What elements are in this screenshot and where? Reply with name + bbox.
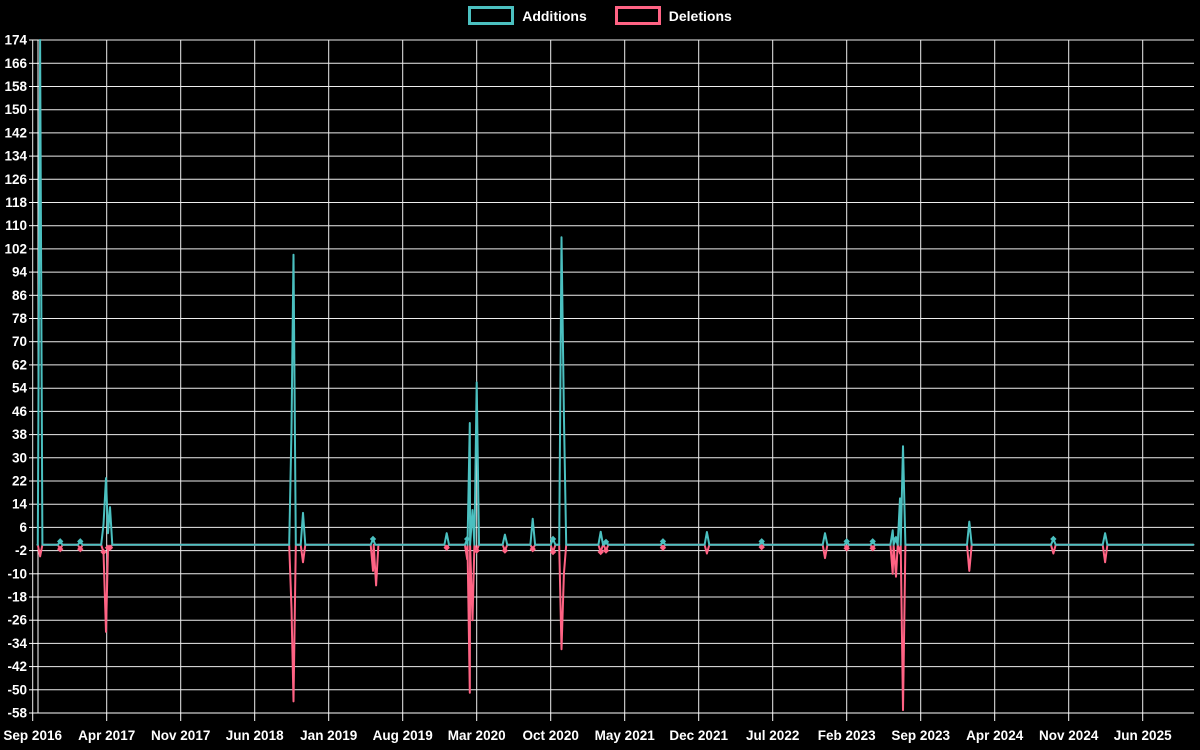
- deletions-point-marker: [77, 545, 84, 553]
- x-axis-tick-label: Dec 2021: [669, 728, 728, 743]
- deletions-point-marker: [529, 545, 536, 553]
- x-axis-tick-label: Oct 2020: [523, 728, 579, 743]
- deletions-point-marker: [869, 545, 876, 552]
- additions-point-marker: [602, 538, 610, 546]
- y-axis-tick-label: 174: [4, 33, 27, 48]
- deletions-point-marker: [843, 545, 850, 552]
- y-axis-tick-label: 14: [12, 497, 28, 512]
- deletions-point-marker: [473, 547, 480, 554]
- y-axis-tick-label: 30: [12, 450, 27, 465]
- additions-point-marker: [369, 535, 377, 543]
- y-axis-tick-label: 38: [12, 427, 28, 442]
- deletions-point-marker: [758, 543, 765, 551]
- additions-point-marker: [659, 538, 667, 545]
- y-axis-tick-label: 22: [12, 474, 27, 489]
- x-axis-tick-label: Aug 2019: [373, 728, 433, 743]
- y-axis-tick-label: -34: [7, 636, 27, 651]
- x-axis-tick-label: Mar 2020: [448, 728, 506, 743]
- y-axis-tick-label: -26: [7, 613, 27, 628]
- y-axis-tick-label: 158: [4, 79, 27, 94]
- additions-point-marker: [869, 538, 876, 545]
- x-axis-tick-label: Sep 2016: [3, 728, 62, 743]
- y-axis-tick-label: 102: [4, 241, 27, 256]
- deletions-point-marker: [597, 548, 604, 556]
- x-axis-tick-label: Nov 2024: [1039, 728, 1099, 743]
- deletions-swatch-icon: [614, 6, 661, 25]
- additions-point-marker: [843, 538, 850, 545]
- x-axis-tick-label: Apr 2024: [966, 728, 1024, 743]
- deletions-point-marker: [443, 544, 450, 551]
- x-axis-tick-label: Jun 2018: [226, 728, 284, 743]
- chart-legend: Additions Deletions: [0, 6, 1200, 25]
- deletions-point-marker: [602, 547, 610, 554]
- additions-point-marker: [1050, 535, 1057, 543]
- y-axis-tick-label: 134: [4, 149, 27, 164]
- legend-item-additions[interactable]: Additions: [468, 6, 587, 25]
- deletions-point-marker: [501, 547, 509, 554]
- deletions-point-marker: [659, 544, 667, 551]
- deletions-point-marker: [56, 545, 64, 553]
- deletions-point-marker: [106, 544, 114, 551]
- y-axis-tick-label: 6: [19, 520, 27, 535]
- x-axis-tick-label: Nov 2017: [151, 728, 210, 743]
- y-axis-tick-label: 86: [12, 288, 28, 303]
- deletions-line: [36, 543, 1195, 712]
- y-axis-tick-label: 94: [12, 265, 28, 280]
- additions-point-marker: [892, 535, 900, 543]
- y-axis-tick-label: 46: [12, 404, 28, 419]
- x-axis-tick-label: Jan 2019: [300, 728, 357, 743]
- additions-point-marker: [56, 538, 64, 545]
- y-axis-tick-label: -18: [7, 590, 27, 605]
- additions-point-marker: [77, 538, 84, 545]
- y-axis-tick-label: -58: [7, 706, 27, 721]
- y-axis-tick-label: -50: [7, 682, 27, 697]
- y-axis-tick-label: 142: [4, 125, 27, 140]
- additions-point-marker: [463, 535, 471, 543]
- x-axis-tick-label: May 2021: [595, 728, 656, 743]
- additions-swatch-icon: [468, 6, 515, 25]
- y-axis-tick-label: 166: [4, 56, 27, 71]
- y-axis-tick-label: 126: [4, 172, 27, 187]
- y-axis-tick-label: 62: [12, 357, 27, 372]
- x-axis-tick-label: Feb 2023: [818, 728, 876, 743]
- x-axis-tick-label: Sep 2023: [891, 728, 950, 743]
- y-axis-tick-label: 150: [4, 102, 27, 117]
- additions-legend-label: Additions: [522, 7, 587, 24]
- additions-point-marker: [758, 538, 765, 545]
- legend-item-deletions[interactable]: Deletions: [614, 6, 732, 25]
- x-axis-tick-label: Jun 2025: [1114, 728, 1172, 743]
- y-axis-tick-label: -10: [7, 566, 27, 581]
- x-axis-tick-label: Apr 2017: [78, 728, 135, 743]
- y-axis-tick-label: -2: [15, 543, 27, 558]
- y-axis-tick-label: 78: [12, 311, 28, 326]
- additions-point-marker: [549, 535, 557, 543]
- y-axis-tick-label: 54: [12, 381, 28, 396]
- deletions-legend-label: Deletions: [668, 7, 732, 24]
- deletions-point-marker: [549, 548, 557, 556]
- y-axis-tick-label: 110: [5, 218, 27, 233]
- y-axis-tick-label: 70: [12, 334, 27, 349]
- additions-line: [36, 39, 1195, 546]
- x-axis-tick-label: Jul 2022: [746, 728, 799, 743]
- y-axis-tick-label: 118: [5, 195, 27, 210]
- y-axis-tick-label: -42: [7, 659, 27, 674]
- deletions-point-marker: [100, 548, 107, 556]
